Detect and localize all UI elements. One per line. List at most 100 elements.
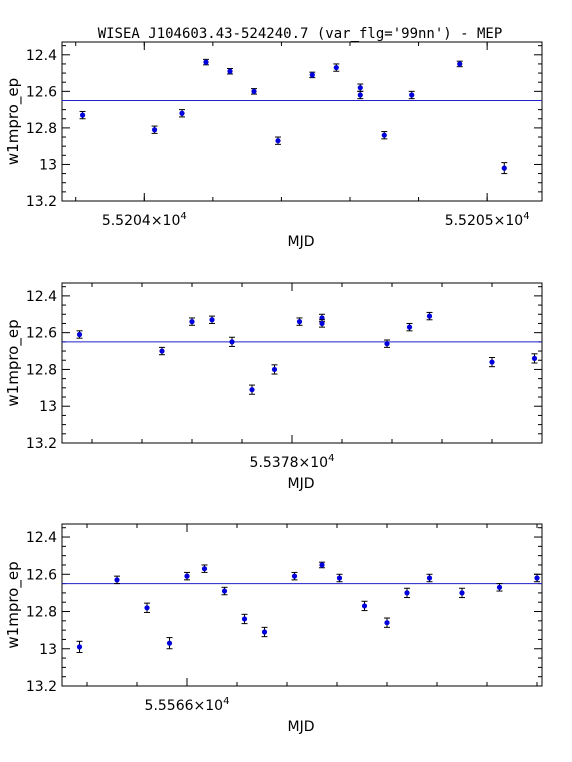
y-tick-label: 12.6 [26,567,57,583]
x-axis-label: MJD [288,476,315,492]
x-tick-label-exponent: 4 [328,453,334,464]
point-marker [189,319,195,325]
x-tick-label: 5.5204×104 [102,211,187,229]
point-marker [357,92,363,98]
x-tick-label-exponent: 4 [523,211,529,222]
point-marker [501,165,507,171]
x-tick-label-exponent: 4 [223,696,229,707]
plot-frame [61,282,543,444]
y-axis-label: w1mpro_ep [4,561,23,648]
data-point [319,561,325,569]
point-marker [531,355,538,362]
data-point [261,626,268,638]
point-marker [404,590,410,596]
point-marker [406,324,413,330]
data-point [114,575,120,585]
panel-3: 12.4 12.6 12.8 13 13.2 5.5566×104 MJD w1mpro_ep [4,523,543,735]
data-point [406,322,413,332]
data-point [227,68,233,75]
data-point [309,71,316,79]
point-marker [381,132,387,138]
y-tick-label: 12.4 [26,530,57,546]
y-tick-label: 12.6 [26,84,57,100]
data-point [489,356,495,368]
point-marker [409,92,415,98]
point-marker [534,575,540,581]
point-marker [489,359,495,365]
data-point [361,600,368,612]
data-point [159,346,165,356]
x-tick-label: 5.5378×104 [250,453,335,471]
point-marker [384,341,390,347]
x-tick-label: 5.5566×104 [145,696,230,714]
point-marker [319,320,325,327]
data-point [319,319,325,328]
y-tick-label: 13.2 [26,194,57,210]
point-marker [209,317,215,323]
data-point [249,384,255,395]
point-marker [151,127,158,133]
y-axis-label: w1mpro_ep [4,319,23,406]
x-tick-label: 5.5205×104 [445,211,530,229]
data-point [384,617,390,628]
data-point [384,339,390,348]
x-tick-label-base: 5.5378×10 [250,455,329,471]
point-marker [319,315,325,321]
data-point [76,640,83,653]
data-point [336,573,343,583]
point-marker [309,72,315,78]
data-point [275,136,281,145]
y-tick-label: 12.4 [26,48,57,64]
point-marker [221,588,228,594]
point-marker [203,59,209,65]
data-point [189,317,195,326]
point-marker [241,616,248,622]
data-point [203,58,209,66]
data-point [408,90,415,100]
x-axis-label: MJD [288,719,315,735]
point-marker [291,573,298,579]
point-marker [426,575,433,581]
point-marker [459,590,465,596]
y-tick-label: 12.4 [26,289,57,305]
data-point [271,364,278,375]
y-tick-label: 13 [39,399,57,415]
point-marker [357,85,363,91]
data-point [531,353,538,364]
data-point [426,311,433,321]
point-marker [249,387,255,393]
data-point [251,88,257,95]
point-marker [184,573,190,579]
data-point [209,315,215,324]
point-marker [275,138,281,144]
data-point [166,637,173,650]
point-marker [271,366,278,373]
data-point [179,109,185,118]
data-point [426,573,433,583]
point-marker [457,61,463,67]
y-axis-label: w1mpro_ep [4,78,23,165]
point-marker [227,68,233,74]
point-marker [251,88,257,94]
x-tick-label-exponent: 4 [180,211,186,222]
x-tick-label-base: 5.5566×10 [145,698,224,714]
point-marker [361,603,368,609]
data-point [357,83,364,92]
point-marker [166,640,173,646]
data-point [296,317,303,326]
data-point [221,586,228,596]
point-marker [79,112,86,118]
point-marker [319,562,325,568]
y-tick-label: 13.2 [26,436,57,452]
data-point [291,571,298,581]
data-point [241,613,248,625]
chart-title: WISEA J104603.43-524240.7 (var_flg='99nn… [98,26,503,42]
x-tick-label-base: 5.5205×10 [445,213,524,229]
point-marker [229,339,235,345]
data-point [496,583,503,592]
data-point [534,573,540,583]
y-tick-label: 12.6 [26,326,57,342]
point-marker [76,331,83,338]
point-marker [159,348,165,354]
